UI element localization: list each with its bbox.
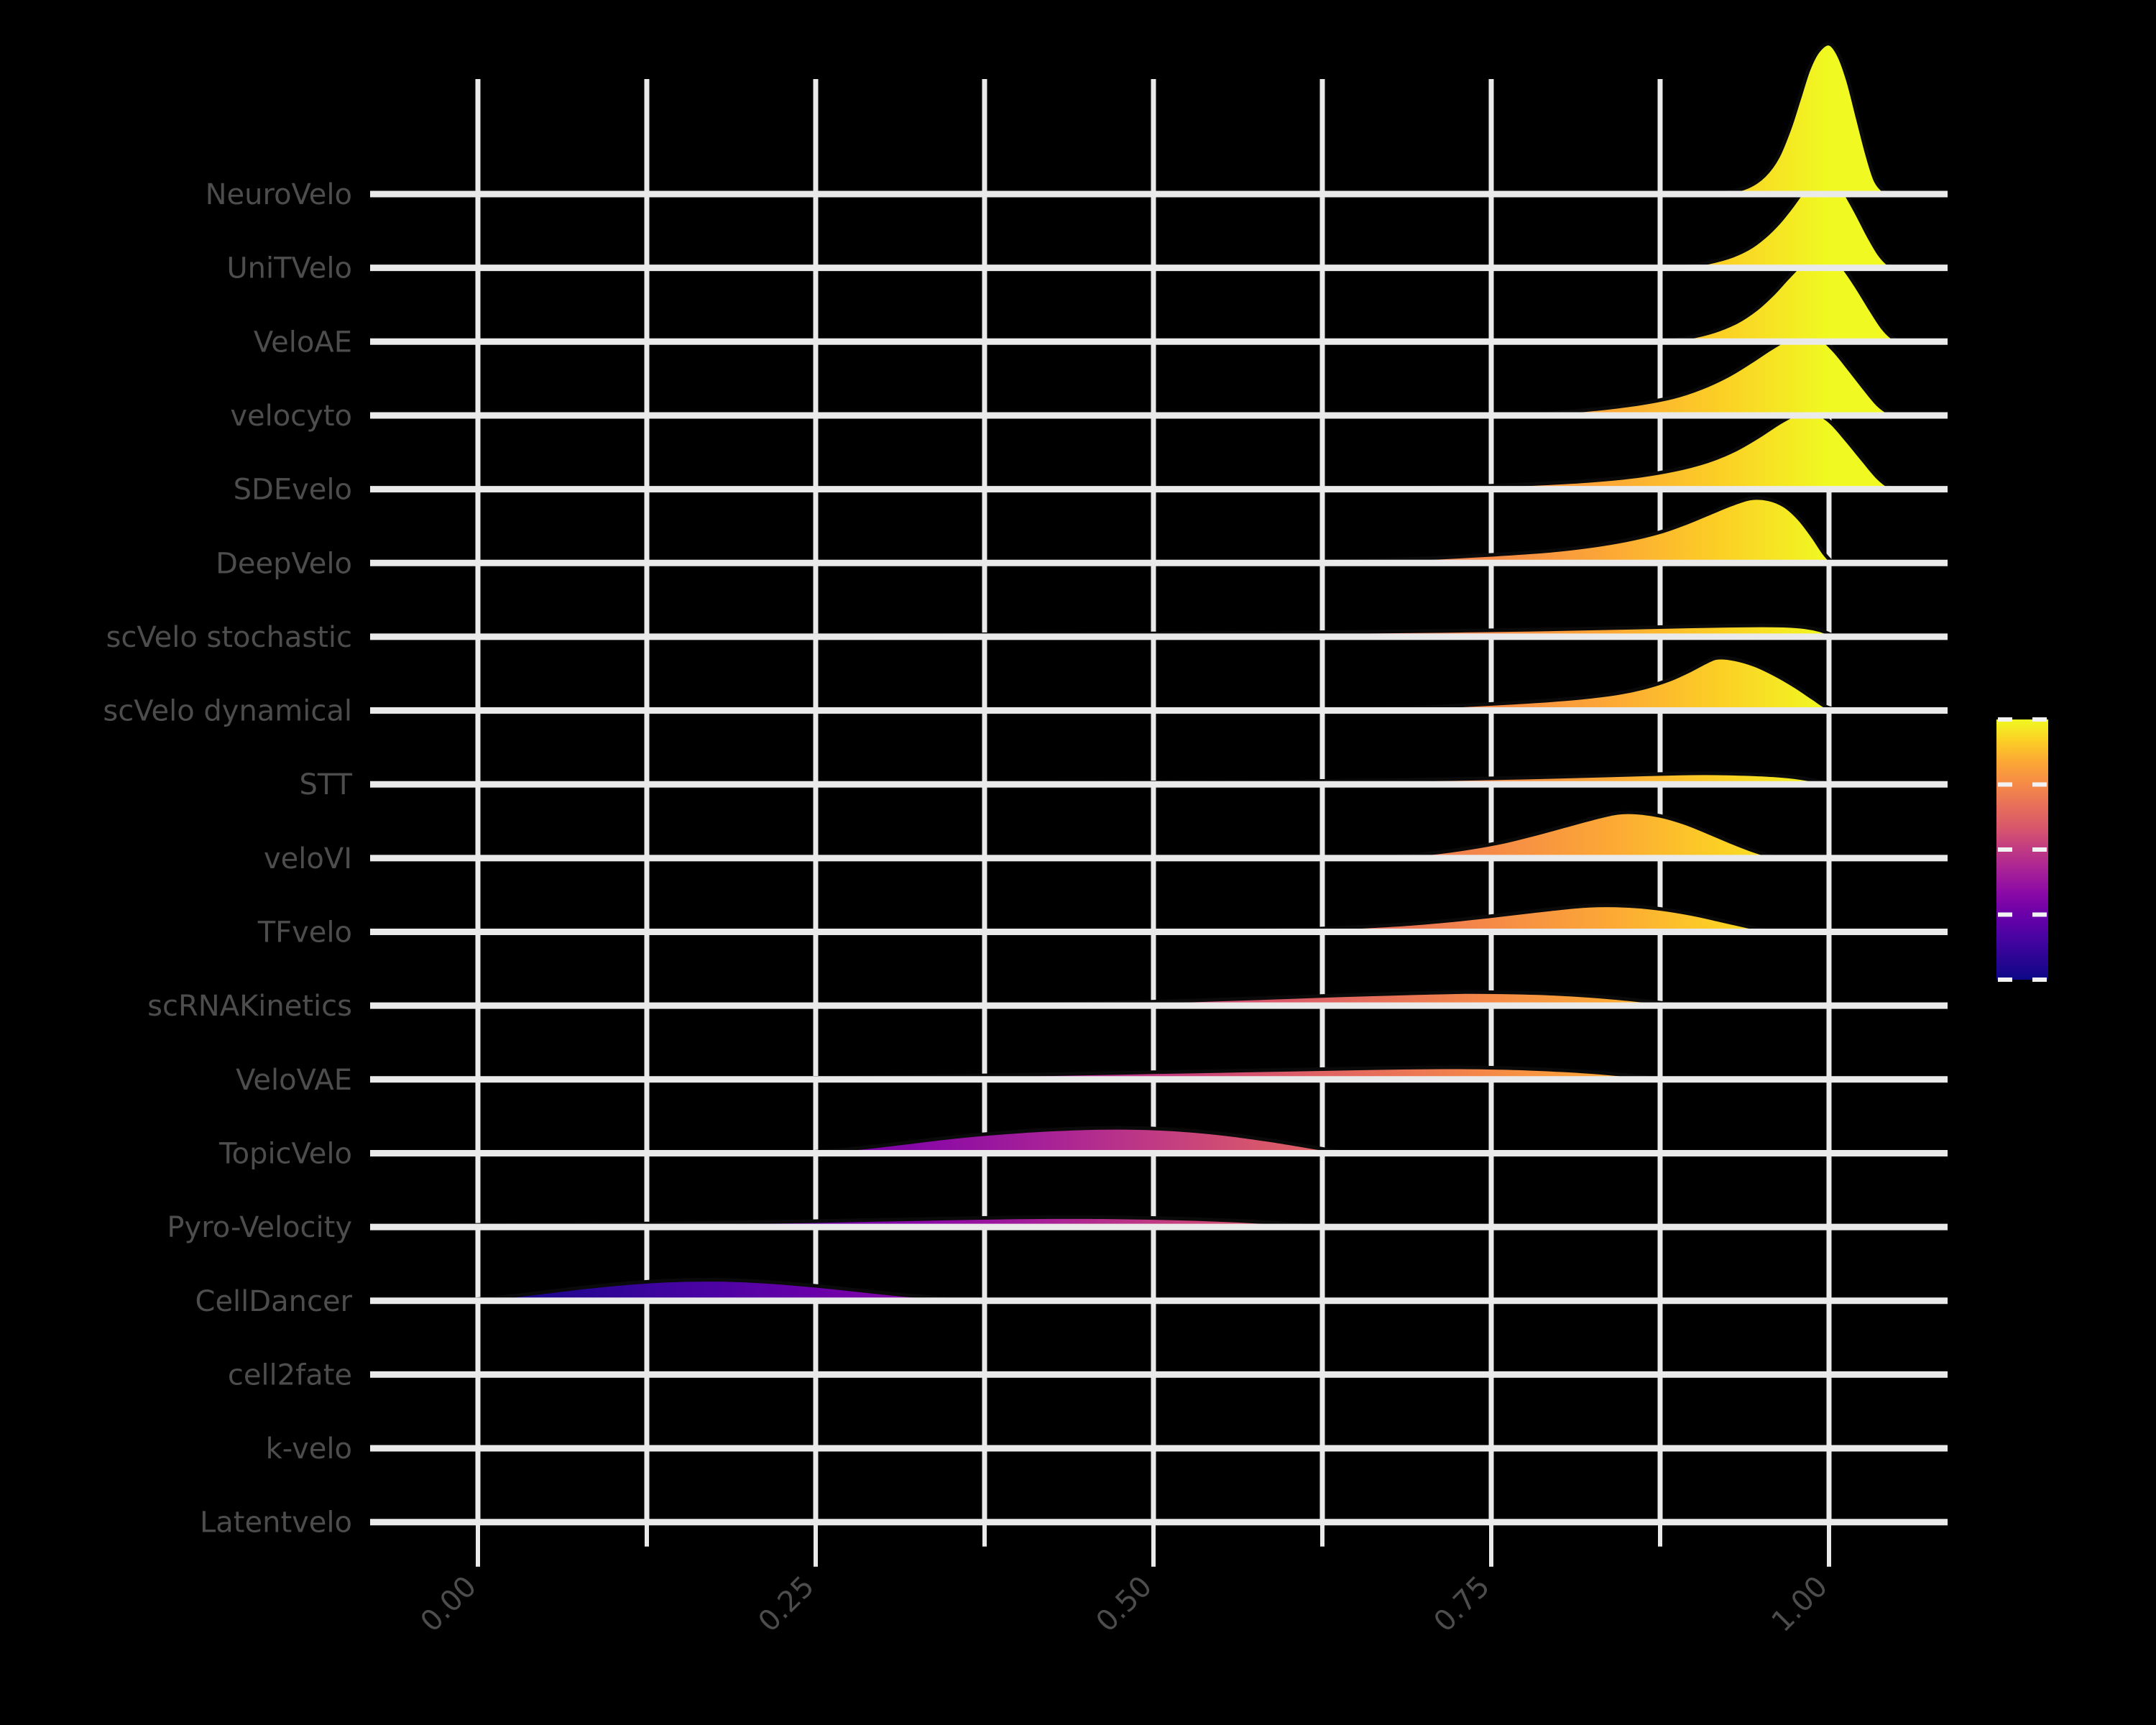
ridge-outline xyxy=(1693,42,1891,196)
y-axis-label: VeloVAE xyxy=(236,1064,352,1097)
ridge-area xyxy=(1660,252,1904,342)
ridge-outline xyxy=(1363,810,1787,860)
y-axis-label: SDEvelo xyxy=(234,474,352,507)
ridge-outline xyxy=(451,1278,992,1303)
y-axis-label: VeloAE xyxy=(254,326,352,359)
ridge-area xyxy=(1396,411,1899,489)
y-axis-label: Latentvelo xyxy=(200,1506,352,1540)
ridge-outline xyxy=(1214,903,1782,934)
y-axis-label: TFvelo xyxy=(257,916,352,949)
ridge-outline xyxy=(788,1126,1359,1155)
ridge-outline xyxy=(1288,496,1838,565)
y-axis-label: scVelo dynamical xyxy=(103,695,352,728)
y-axis-label: NeuroVelo xyxy=(206,178,352,211)
y-axis-label: k-velo xyxy=(266,1432,352,1466)
y-axis-label: velocyto xyxy=(230,400,352,433)
ridge-area xyxy=(1531,333,1899,415)
y-axis-label: DeepVelo xyxy=(216,547,352,580)
y-axis-label: UniTVelo xyxy=(226,252,352,285)
y-axis-label: Pyro-Velocity xyxy=(167,1211,352,1244)
y-axis-label: cell2fate xyxy=(228,1358,352,1392)
ridge-area xyxy=(1214,905,1782,932)
y-axis-label: veloVI xyxy=(264,842,352,875)
y-axis-label: scRNAKinetics xyxy=(147,990,352,1023)
ridge-outline xyxy=(977,990,1701,1008)
y-axis-label: scVelo stochastic xyxy=(106,621,352,654)
ridge-area xyxy=(451,1279,992,1301)
ridge-area xyxy=(1289,497,1838,564)
ridge-outline xyxy=(1322,656,1841,713)
colorbar xyxy=(1996,717,2048,982)
y-axis-labels: NeuroVelo UniTVelo VeloAE velocyto SDEvelo De… xyxy=(103,178,352,1540)
ridge-area xyxy=(1363,812,1786,858)
y-axis-label: CellDancer xyxy=(195,1285,353,1318)
y-axis-label: STT xyxy=(299,768,352,801)
y-axis-label: TopicVelo xyxy=(218,1137,352,1170)
baseline-layer xyxy=(370,190,1948,1526)
ridge-area xyxy=(1322,657,1841,711)
ridge-outline xyxy=(1396,409,1900,492)
ridge-area xyxy=(1694,43,1890,194)
